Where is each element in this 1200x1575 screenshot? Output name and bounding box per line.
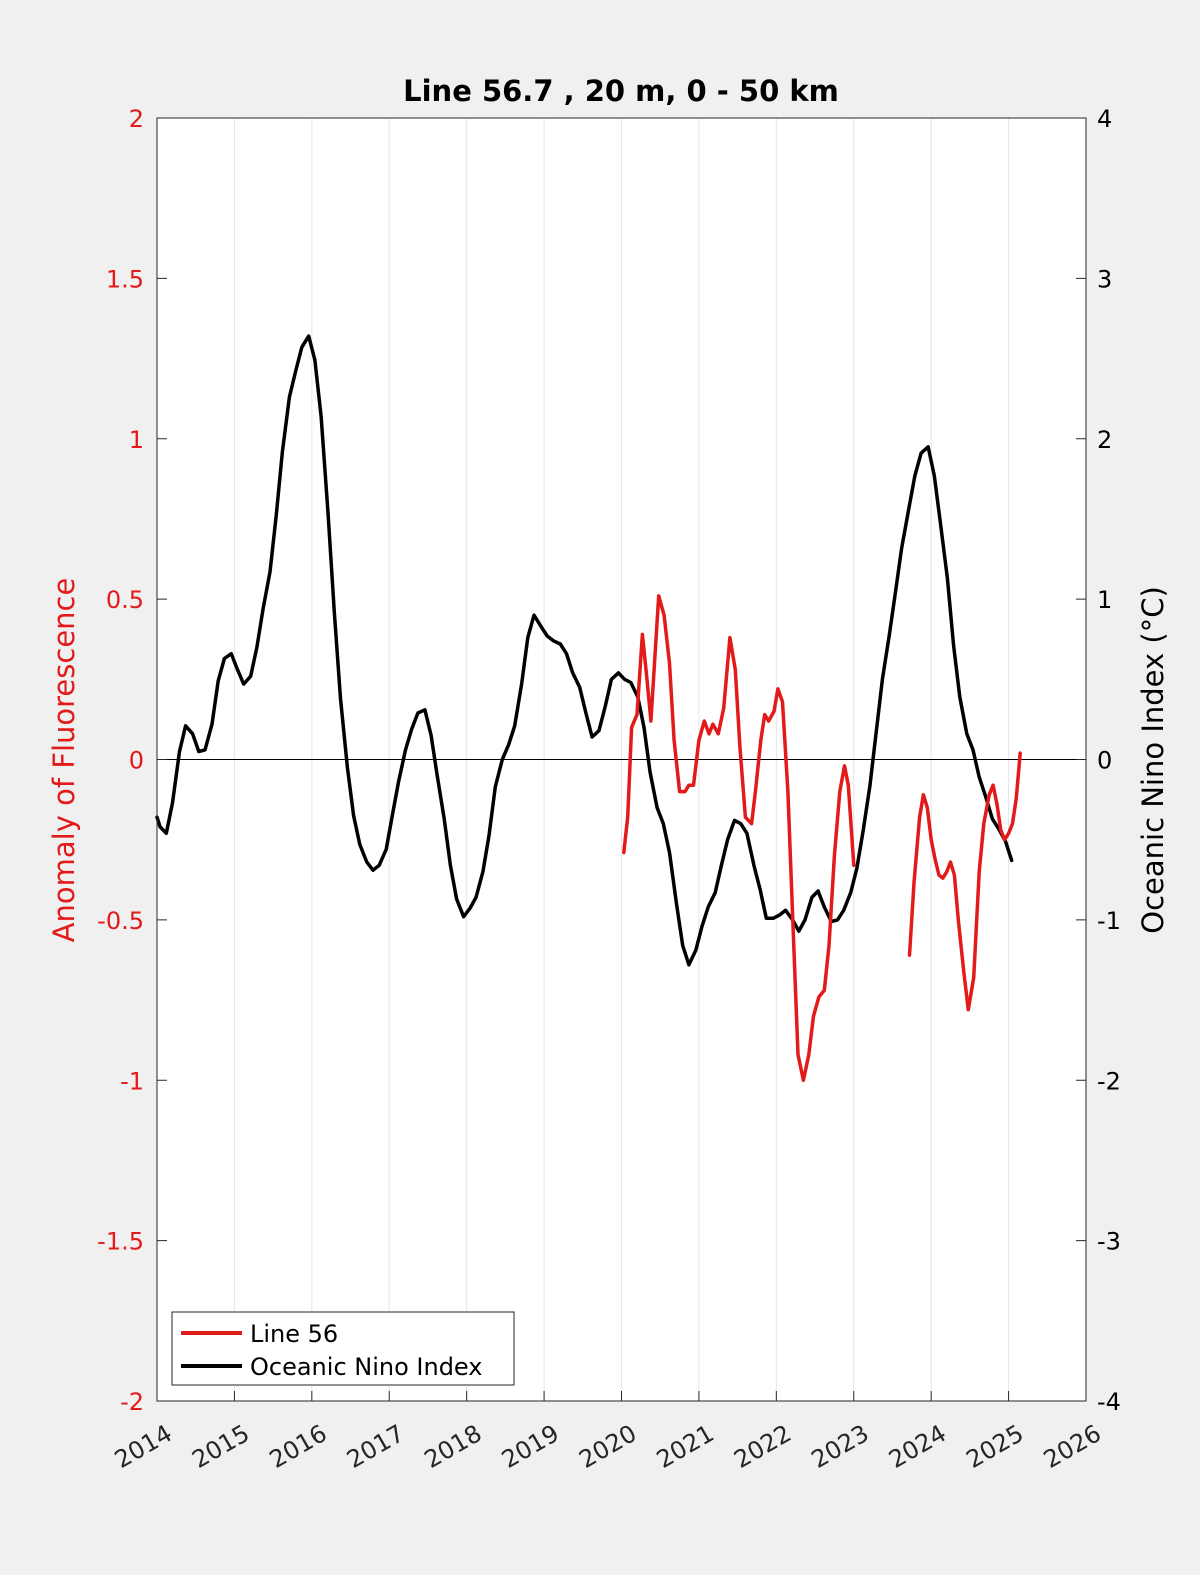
y-left-tick-label: -0.5	[97, 907, 144, 935]
y-right-tick-label: 0	[1097, 747, 1112, 775]
y-left-tick-label: 1.5	[106, 265, 144, 293]
y-right-tick-label: -2	[1097, 1067, 1121, 1095]
y-left-tick-label: -1	[120, 1067, 144, 1095]
y-right-tick-label: -3	[1097, 1228, 1121, 1256]
y-left-tick-label: 1	[129, 426, 144, 454]
series-line56-line-2	[907, 751, 1022, 1012]
y-axis-left-label: Anomaly of Fluorescence	[47, 578, 81, 943]
y-axis-right: -4 -3 -2 -1 0 1 2 3 4	[1076, 105, 1121, 1416]
y-left-tick-label: 2	[129, 105, 144, 133]
legend-box	[171, 1311, 515, 1386]
legend-label-line56: Line 56	[250, 1320, 338, 1348]
y-right-tick-label: 2	[1097, 426, 1112, 454]
legend: Line 56 Oceanic Nino Index	[171, 1311, 515, 1386]
series-oni-line-1	[155, 334, 1014, 967]
y-right-tick-label: 3	[1097, 265, 1112, 293]
y-right-tick-label: -4	[1097, 1388, 1121, 1416]
y-axis-right-label: Oceanic Nino Index (°C)	[1136, 586, 1170, 934]
y-right-tick-label: -1	[1097, 907, 1121, 935]
y-left-tick-label: 0.5	[106, 586, 144, 614]
series-layer	[155, 334, 1022, 1083]
legend-label-oni: Oceanic Nino Index	[250, 1353, 482, 1381]
y-right-tick-label: 1	[1097, 586, 1112, 614]
y-axis-left: -2 -1.5 -1 -0.5 0 0.5 1 1.5 2	[97, 105, 167, 1416]
y-left-tick-label: 0	[129, 747, 144, 775]
chart-title: Line 56.7 , 20 m, 0 - 50 km	[403, 74, 839, 108]
y-left-tick-label: -1.5	[97, 1228, 144, 1256]
y-left-tick-label: -2	[120, 1388, 144, 1416]
series-line56-line-1	[622, 594, 856, 1083]
y-right-tick-label: 4	[1097, 105, 1112, 133]
